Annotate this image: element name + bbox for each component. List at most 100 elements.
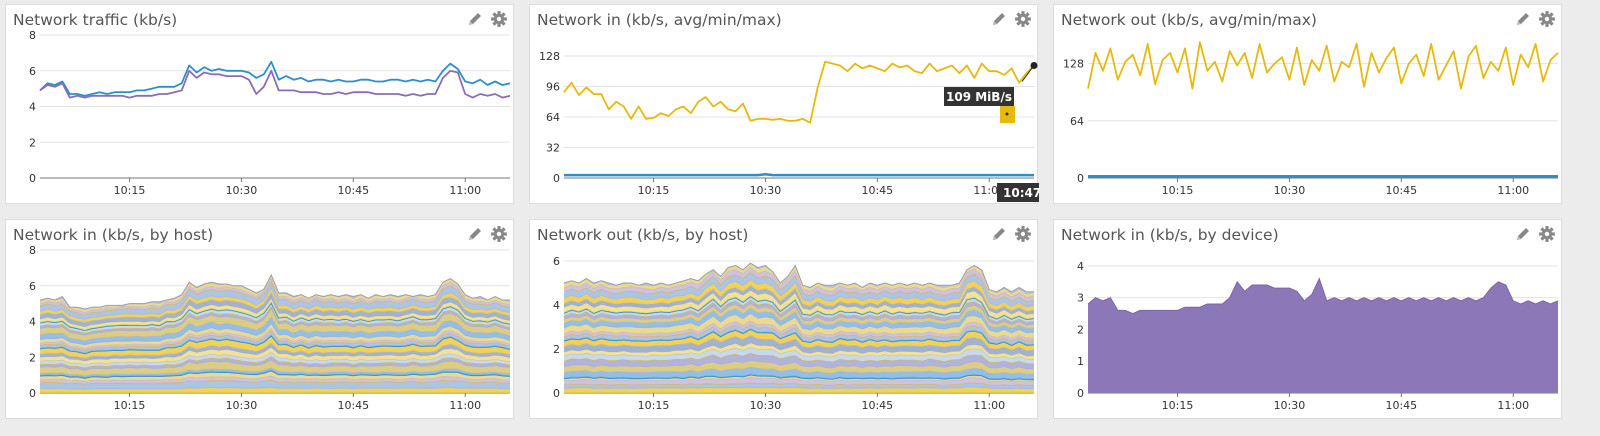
x-tick-label: 10:15: [114, 399, 146, 412]
x-tick-label: 11:00: [449, 184, 481, 197]
series-line-yellow: [1087, 41, 1559, 90]
stack-band-line: [563, 307, 1035, 330]
stack-band: [40, 356, 510, 371]
area-device-edge: [1087, 277, 1559, 315]
stack-band-line: [39, 342, 511, 359]
x-tick-label: 11:00: [973, 399, 1005, 412]
y-tick-label: 4: [29, 316, 36, 329]
y-tick-label: 96: [546, 80, 560, 93]
x-tick-label: 10:45: [1385, 399, 1417, 412]
stack-band: [564, 299, 1034, 326]
stack-band: [40, 331, 510, 354]
chart-network-in-by-device: 0 1 2 3 4 10:15 10:30 10:45 11:00: [1077, 260, 1559, 412]
tooltip-time: 10:47: [1003, 186, 1039, 200]
stack-band: [40, 335, 510, 359]
y-tick-label: 0: [29, 387, 36, 400]
y-tick-label: 2: [29, 351, 36, 364]
stack-band: [40, 352, 510, 368]
y-tick-label: 0: [1077, 172, 1084, 185]
stack-band-line: [39, 305, 511, 334]
chart-network-out-avg: 0 64 128 10:15 10:30 10:45 11:00: [1063, 41, 1559, 197]
y-tick-label: 0: [553, 387, 560, 400]
y-tick-label: 6: [29, 280, 36, 293]
widget-network-out-by-host: Network out (kb/s, by host) 0 2 4 6 10:15 10:…: [529, 219, 1038, 419]
y-tick-label: 3: [1077, 292, 1084, 305]
gear-icon[interactable]: [1539, 11, 1555, 27]
stack-band-line: [563, 312, 1035, 334]
x-tick-label: 10:45: [337, 184, 369, 197]
x-tick-label: 11:00: [449, 399, 481, 412]
y-tick-label: 4: [553, 299, 560, 312]
stack-band: [564, 374, 1034, 382]
y-tick-label: 2: [553, 343, 560, 356]
x-tick-label: 10:15: [638, 399, 670, 412]
y-tick-label: 4: [1077, 260, 1084, 273]
widget-title: Network traffic (kb/s): [13, 11, 178, 29]
y-tick-label: 1: [1077, 355, 1084, 368]
x-tick-label: 10:30: [226, 399, 258, 412]
stack-band: [564, 382, 1034, 389]
x-tick-label: 10:45: [861, 184, 893, 197]
stack-band: [40, 292, 510, 327]
y-tick-label: 128: [539, 50, 560, 63]
stack-band-line: [563, 342, 1035, 357]
x-tick-label: 10:30: [1274, 399, 1306, 412]
gear-icon[interactable]: [491, 226, 507, 242]
y-tick-label: 8: [29, 29, 36, 42]
pencil-icon[interactable]: [467, 11, 483, 27]
stack-band: [40, 367, 510, 378]
x-tick-label: 10:30: [1274, 184, 1306, 197]
stack-band-line: [39, 300, 511, 332]
series-line-blue: [564, 172, 1034, 177]
stack-total-edge: [563, 262, 1034, 293]
widget-network-in-by-host: Network in (kb/s, by host) 0 2 4 6 8 10:15 10:…: [5, 219, 514, 419]
stack-band: [40, 387, 510, 393]
pencil-icon[interactable]: [991, 11, 1007, 27]
stack-band: [40, 316, 510, 345]
tooltip-value-box: [944, 87, 1014, 106]
y-tick-label: 6: [29, 65, 36, 78]
stack-band-line: [39, 334, 511, 355]
widget-title: Network out (kb/s, by host): [537, 226, 749, 244]
stack-band: [564, 320, 1034, 341]
gear-icon[interactable]: [1015, 226, 1031, 242]
x-tick-label: 10:15: [1162, 399, 1194, 412]
stack-band-line: [39, 322, 511, 346]
gear-icon[interactable]: [491, 11, 507, 27]
stack-band: [40, 281, 510, 320]
stack-band: [564, 335, 1034, 356]
stack-band: [564, 377, 1034, 386]
stack-band-line: [563, 302, 1035, 326]
x-tick-label: 10:30: [750, 399, 782, 412]
pencil-icon[interactable]: [991, 226, 1007, 242]
y-tick-label: 8: [29, 244, 36, 257]
y-tick-label: 64: [1070, 115, 1084, 128]
stack-band: [564, 324, 1034, 346]
stack-band: [40, 342, 510, 361]
stack-band: [40, 370, 510, 382]
x-tick-label: 11:00: [1497, 184, 1529, 197]
stack-band-line: [563, 279, 1035, 308]
hover-connector: [1021, 65, 1035, 82]
stack-band: [40, 323, 510, 349]
pencil-icon[interactable]: [1515, 226, 1531, 242]
gear-icon[interactable]: [1015, 11, 1031, 27]
gear-icon[interactable]: [1539, 226, 1555, 242]
stack-band: [564, 366, 1034, 380]
y-tick-label: 6: [553, 255, 560, 268]
stack-band: [564, 279, 1034, 312]
stack-band: [564, 342, 1034, 360]
stack-band-line: [39, 359, 511, 371]
pencil-icon[interactable]: [1515, 11, 1531, 27]
stack-band-line: [563, 271, 1035, 303]
series-line-purple: [39, 69, 511, 99]
y-tick-label: 128: [1063, 58, 1084, 71]
area-device: [1088, 278, 1558, 393]
pencil-icon[interactable]: [467, 226, 483, 242]
stack-band: [40, 375, 510, 384]
stack-band: [40, 298, 510, 331]
tooltip-value: 109 MiB/s: [946, 90, 1012, 104]
stack-band-line: [563, 295, 1035, 321]
widget-title: Network in (kb/s, by device): [1061, 226, 1279, 244]
